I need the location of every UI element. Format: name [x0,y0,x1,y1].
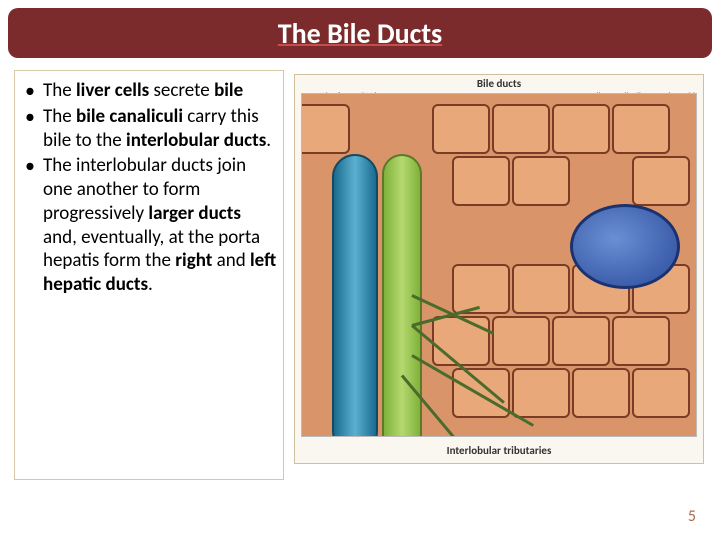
hepatocyte-cell [612,104,670,154]
diagram-title: Bile ducts [295,77,703,90]
bold-text: liver cells [76,79,149,102]
bullet-list: The liver cells secrete bile The bile ca… [21,79,277,297]
page-number: 5 [688,507,696,526]
bullet-3: The interlobular ducts join one another … [21,154,277,297]
text-content-box: The liver cells secrete bile The bile ca… [14,70,284,480]
text: The [43,79,76,102]
text: The [43,105,76,128]
bold-text: larger ducts [148,202,241,225]
sinusoid-vessel [570,204,680,289]
bold-text: interlobular ducts [126,129,266,152]
hepatocyte-cell [572,368,630,418]
hepatocyte-cell [452,264,510,314]
hepatocyte-cell [432,316,490,366]
hepatocyte-cell [512,368,570,418]
hepatocyte-cell [512,156,570,206]
text: and [212,249,250,272]
portal-vein [332,154,378,437]
diagram-container: Bile ducts Branch of portal vein Bile ca… [294,74,704,464]
hepatocyte-cell [552,104,610,154]
text: . [266,129,271,152]
hepatocyte-cell [512,264,570,314]
hepatocyte-cell [612,316,670,366]
hepatocyte-cell [301,104,350,154]
hepatocyte-cell [632,156,690,206]
bold-text: bile [214,79,243,102]
hepatocyte-cell [492,104,550,154]
hepatocyte-cell [632,368,690,418]
text: secrete [149,79,214,102]
diagram-bottom-caption: Interlobular tributaries [295,444,703,457]
slide-title: The Bile Ducts [278,16,442,51]
bold-text: bile canaliculi [76,105,183,128]
hepatocyte-cell [432,104,490,154]
bold-text: right [175,249,212,272]
anatomical-illustration [301,93,697,437]
hepatocyte-cell [552,316,610,366]
bullet-2: The bile canaliculi carry this bile to t… [21,105,277,153]
hepatocyte-cell [492,316,550,366]
hepatocyte-cell [452,156,510,206]
title-bar: The Bile Ducts [8,8,712,58]
bullet-1: The liver cells secrete bile [21,79,277,103]
text: . [148,273,153,296]
